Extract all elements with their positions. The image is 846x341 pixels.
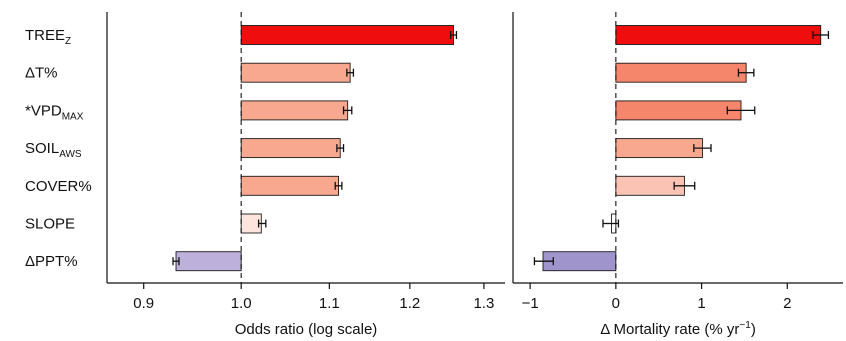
mortality-rate-error-bar (737, 68, 755, 77)
mortality-rate-x-axis-title-main: Δ Mortality rate (% yr (600, 321, 739, 338)
odds-ratio-x-tick-label: 1.0 (231, 295, 252, 312)
odds-ratio-x-tick-label: 1.3 (473, 295, 494, 312)
odds-ratio-error-bar (346, 68, 355, 77)
odds-ratio-bar (240, 138, 341, 159)
mortality-rate-bar (615, 62, 747, 83)
odds-ratio-bars (175, 25, 454, 272)
category-label: TREEZ (25, 27, 71, 47)
odds-ratio-panel: 0.9 1.0 1.1 1.2 1.3 Odds ratio (log scale) (106, 12, 505, 338)
mortality-rate-x-axis-title: Δ Mortality rate (% yr−1) (600, 320, 756, 338)
mortality-rate-x-tick-label: 2 (783, 295, 791, 312)
category-label: ΔT% (25, 65, 58, 82)
odds-ratio-bar (175, 251, 242, 272)
mortality-rate-panel: −1 0 1 2 Δ Mortality rate (% yr−1) (512, 12, 843, 338)
mortality-rate-bar (615, 100, 742, 121)
category-label-text: ΔPPT% (25, 253, 78, 270)
mortality-rate-x-tick-label: 1 (697, 295, 705, 312)
mortality-rate-bar (615, 25, 822, 45)
mortality-rate-x-axis-title-superscript: −1 (739, 320, 751, 331)
odds-ratio-x-tick-label: 1.2 (399, 295, 420, 312)
mortality-rate-error-bar (726, 106, 756, 115)
mortality-rate-x-tick-label: 0 (612, 295, 620, 312)
odds-ratio-error-bar (172, 257, 180, 266)
odds-ratio-x-tick-label: 1.1 (319, 295, 340, 312)
category-label-text: *VPD (25, 102, 62, 119)
category-label-text: TREE (25, 27, 65, 44)
mortality-rate-error-bar (693, 144, 712, 153)
mortality-rate-error-bar (533, 257, 554, 266)
category-label: *VPDMAX (25, 102, 84, 122)
category-label: SOILAWS (25, 140, 82, 160)
category-label-subscript: AWS (59, 149, 82, 160)
category-label: ΔPPT% (25, 253, 78, 270)
odds-ratio-bar (240, 25, 454, 45)
odds-ratio-error-bar (334, 181, 343, 190)
odds-ratio-error-bar (449, 31, 458, 39)
category-label-text: COVER% (25, 178, 92, 195)
category-label: SLOPE (25, 216, 75, 233)
mortality-rate-error-bars (533, 31, 830, 266)
category-label-text: ΔT% (25, 65, 58, 82)
odds-ratio-x-axis-title: Odds ratio (log scale) (235, 321, 378, 338)
mortality-rate-bars (542, 25, 822, 272)
mortality-rate-error-bar (812, 31, 830, 39)
category-label-text: SOIL (25, 140, 59, 157)
category-labels: TREEZ ΔT% *VPDMAX SOILAWS COVER% SLOPE ΔPPT% (25, 27, 92, 270)
mortality-rate-x-tick-label: −1 (522, 295, 539, 312)
odds-ratio-error-bar (336, 144, 345, 153)
odds-ratio-x-ticks: 0.9 1.0 1.1 1.2 1.3 (133, 283, 494, 312)
mortality-rate-error-bar (673, 181, 696, 190)
odds-ratio-error-bar (342, 106, 353, 115)
mortality-rate-x-axis-title-suffix: ) (751, 321, 756, 338)
mortality-rate-bar (615, 138, 703, 159)
category-label-subscript: MAX (62, 111, 84, 122)
odds-ratio-error-bars (172, 31, 458, 266)
mortality-rate-x-ticks: −1 0 1 2 (522, 283, 791, 312)
odds-ratio-bar (240, 175, 340, 196)
category-label-text: SLOPE (25, 216, 75, 233)
odds-ratio-x-tick-label: 0.9 (133, 295, 154, 312)
category-label-subscript: Z (65, 36, 71, 47)
odds-ratio-error-bar (257, 219, 267, 228)
odds-ratio-bar (240, 100, 349, 121)
category-label: COVER% (25, 178, 92, 195)
odds-ratio-bar (240, 62, 351, 83)
